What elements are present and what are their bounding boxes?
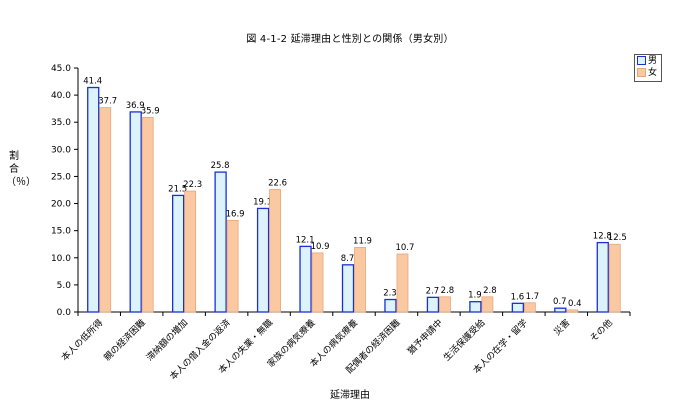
y-tick-label: 30.0 [51, 145, 71, 155]
legend-label-female: 女 [648, 68, 658, 78]
legend: 男 女 [634, 54, 662, 82]
bar-female [269, 189, 281, 313]
data-label-male: 25.8 [211, 161, 230, 171]
y-tick-label: 0.0 [57, 308, 72, 318]
bar-male [341, 264, 355, 313]
bar-female [608, 243, 621, 313]
bar-female [226, 219, 239, 313]
bar-male [172, 194, 185, 313]
data-label-female: 16.9 [226, 209, 245, 219]
data-label-male: 41.4 [83, 77, 102, 87]
bar-female [481, 296, 494, 313]
x-axis-label: 延滞理由 [330, 390, 370, 401]
bar-female [396, 253, 409, 313]
legend-item-female: 女 [637, 68, 657, 79]
y-tick-label: 5.0 [57, 281, 72, 291]
data-label-male: 21.5 [168, 184, 187, 194]
data-label-male: 8.7 [341, 254, 355, 264]
legend-swatch-female [637, 68, 646, 77]
data-label-male: 2.7 [426, 286, 440, 296]
category-label: 滞納額の増加 [144, 317, 191, 364]
data-label-female: 10.9 [311, 242, 330, 252]
category-label: 猶予申請中 [405, 317, 445, 357]
data-label-male: 1.9 [468, 291, 482, 301]
bar-female [523, 302, 536, 313]
data-label-female: 37.7 [98, 97, 117, 107]
data-label-female: 22.6 [268, 178, 287, 188]
bar-male [469, 301, 482, 313]
bar-female [354, 247, 366, 313]
data-label-female: 35.9 [141, 106, 160, 116]
bar-female [439, 296, 451, 313]
data-label-female: 12.5 [608, 233, 627, 243]
data-label-female: 2.8 [441, 286, 455, 296]
y-tick-label: 35.0 [51, 118, 71, 128]
category-label: その他 [587, 317, 615, 345]
y-axis-label: 割合（％） [6, 151, 36, 188]
bar-male [596, 241, 609, 313]
bar-male [426, 296, 440, 313]
bar-male [299, 245, 312, 313]
bar-female [99, 107, 112, 313]
bar-male [554, 307, 567, 313]
bar-male [87, 86, 100, 313]
y-tick-label: 10.0 [51, 254, 71, 264]
y-tick-label: 15.0 [51, 227, 71, 237]
bar-male [214, 171, 227, 313]
bar-female [566, 309, 579, 313]
category-label: 本人の低所得 [59, 317, 106, 364]
data-label-male: 36.9 [126, 101, 145, 111]
bar-male [384, 298, 397, 313]
category-label: 親の経済困難 [101, 317, 148, 364]
y-tick-label: 45.0 [51, 64, 71, 74]
data-label-male: 2.3 [383, 289, 397, 299]
data-label-female: 11.9 [353, 236, 372, 246]
data-label-male: 1.6 [511, 292, 525, 302]
data-label-male: 0.7 [553, 297, 567, 307]
bar-male [129, 111, 142, 313]
y-tick-label: 40.0 [51, 91, 71, 101]
category-label: 災害 [551, 317, 572, 338]
y-tick-label: 20.0 [51, 200, 71, 210]
chart-title: 図 4-1-2 延滞理由と性別との関係（男女別） [246, 34, 454, 45]
data-label-female: 1.7 [526, 292, 540, 302]
data-label-male: 19.1 [253, 197, 272, 207]
bar-male [511, 302, 524, 313]
y-tick-label: 25.0 [51, 172, 71, 182]
data-label-female: 0.4 [568, 299, 582, 309]
bar-female [141, 116, 154, 313]
legend-item-male: 男 [637, 56, 657, 67]
legend-swatch-male [637, 56, 646, 65]
data-label-female: 2.8 [483, 286, 497, 296]
data-label-male: 12.8 [593, 232, 612, 242]
bar-female [184, 190, 197, 313]
bar-female [311, 252, 324, 313]
legend-label-male: 男 [648, 56, 658, 66]
data-label-male: 12.1 [296, 235, 315, 245]
data-label-female: 22.3 [183, 180, 202, 190]
category-label: 生活保護受給 [441, 317, 488, 364]
bar-male [256, 207, 270, 313]
data-label-female: 10.7 [395, 243, 414, 253]
